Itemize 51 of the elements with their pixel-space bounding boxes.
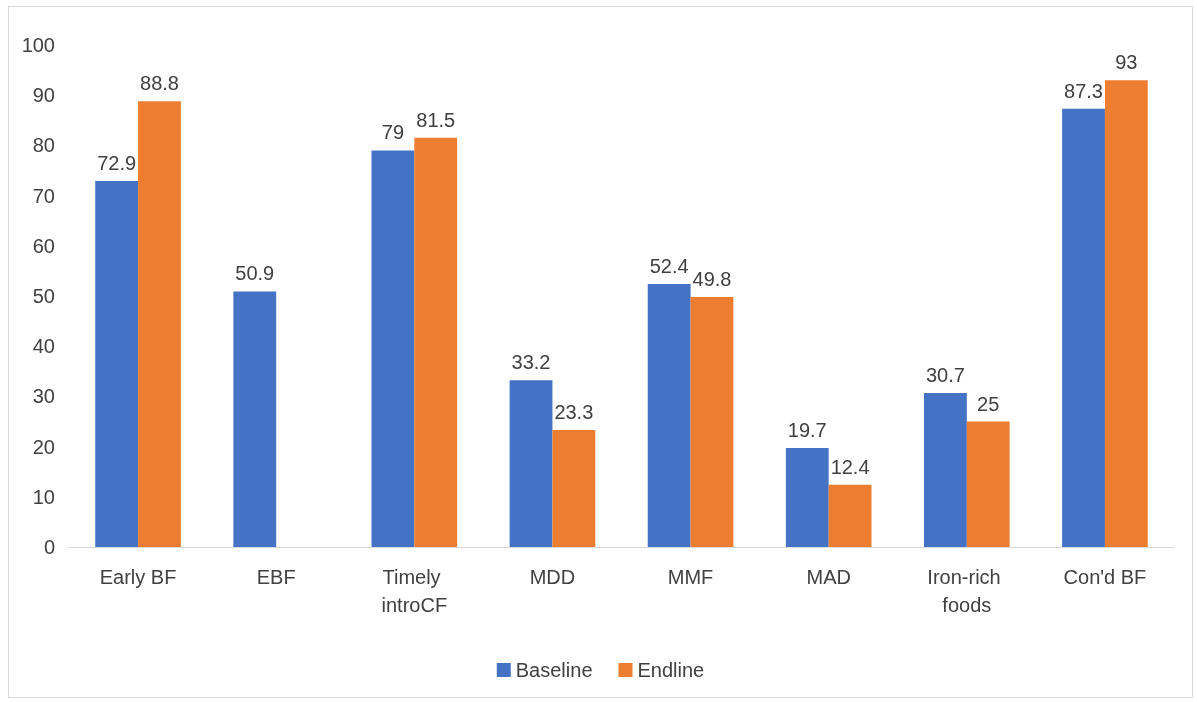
y-tick-label: 100 bbox=[21, 34, 55, 56]
bar bbox=[785, 448, 829, 547]
bar bbox=[828, 484, 872, 547]
bar bbox=[414, 137, 458, 547]
bar bbox=[647, 283, 691, 547]
data-label: 12.4 bbox=[830, 455, 870, 478]
data-label: 81.5 bbox=[416, 108, 456, 131]
bar bbox=[552, 430, 596, 547]
data-label: 52.4 bbox=[649, 254, 689, 277]
data-label: 23.3 bbox=[554, 401, 594, 424]
data-label: 19.7 bbox=[787, 419, 827, 442]
data-label: 79 bbox=[381, 121, 405, 144]
y-tick-label: 30 bbox=[32, 385, 55, 408]
data-label: 87.3 bbox=[1064, 79, 1103, 102]
y-tick-label: 0 bbox=[43, 536, 55, 558]
bar bbox=[233, 291, 277, 547]
data-label: 49.8 bbox=[692, 268, 732, 290]
y-tick-label: 80 bbox=[32, 134, 55, 157]
bar bbox=[1104, 80, 1148, 547]
bar bbox=[95, 181, 139, 547]
bar bbox=[690, 297, 734, 547]
y-tick-label: 50 bbox=[32, 285, 55, 307]
bar bbox=[371, 150, 415, 547]
y-tick-label: 40 bbox=[32, 335, 55, 358]
bar bbox=[923, 392, 967, 547]
y-tick-label: 10 bbox=[32, 485, 55, 508]
x-tick-label: EBF bbox=[256, 566, 296, 588]
data-label: 25 bbox=[977, 392, 1000, 415]
bar bbox=[966, 421, 1010, 547]
y-tick-label: 60 bbox=[32, 234, 55, 257]
legend-label: Endline bbox=[637, 659, 705, 681]
bar bbox=[138, 101, 181, 547]
y-tick-label: 20 bbox=[32, 435, 55, 458]
x-tick-label: MMF bbox=[667, 566, 714, 588]
y-tick-label: 70 bbox=[32, 184, 55, 207]
data-label: 50.9 bbox=[235, 262, 275, 285]
data-label: 88.8 bbox=[140, 72, 179, 95]
x-tick-label: MDD bbox=[529, 566, 576, 588]
bar bbox=[1062, 108, 1105, 547]
bar bbox=[509, 380, 553, 547]
x-tick-label: Con'd BF bbox=[1063, 566, 1147, 588]
y-tick-label: 90 bbox=[32, 84, 55, 107]
x-tick-label: Timely introCF bbox=[381, 566, 448, 616]
data-label: 33.2 bbox=[511, 351, 551, 374]
data-label: 30.7 bbox=[925, 363, 965, 386]
x-tick-label: Iron-rich foods bbox=[927, 566, 1007, 616]
legend-label: Baseline bbox=[515, 659, 593, 681]
data-label: 93 bbox=[1115, 51, 1138, 74]
x-tick-label: MAD bbox=[806, 566, 851, 588]
data-label: 72.9 bbox=[97, 152, 137, 175]
x-tick-label: Early BF bbox=[99, 566, 177, 588]
